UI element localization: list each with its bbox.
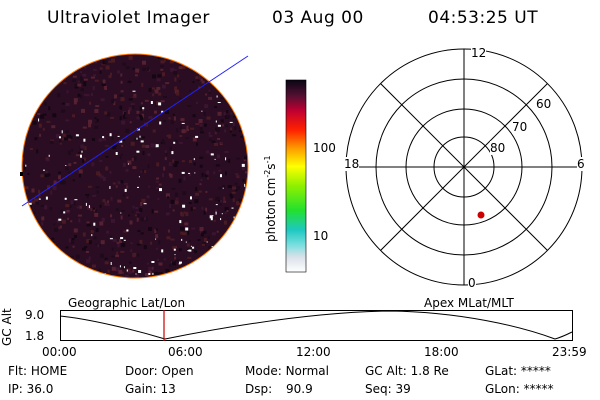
mlt-label-0: 0 <box>468 276 476 290</box>
info-gc-alt: GC Alt: 1.8 Re <box>365 364 449 378</box>
colorbar-tick-100: 100 <box>313 141 336 155</box>
info-glat: GLat: ***** <box>485 364 551 378</box>
time-label: 04:53:25 UT <box>428 8 539 28</box>
info-flt: Flt: HOME <box>8 364 68 378</box>
mlat-label-60: 60 <box>536 97 552 111</box>
apex-caption: Apex MLat/MLT <box>424 296 514 310</box>
time-tick-2359: 23:59 <box>552 345 587 359</box>
time-tick-0000: 00:00 <box>42 345 77 359</box>
info-mode: Mode: Normal <box>245 364 329 378</box>
mlat-label-80: 80 <box>490 141 506 155</box>
alt-tick-9: 9.0 <box>25 308 45 322</box>
info-ip: IP: 36.0 <box>8 382 54 396</box>
mlt-polar-plot <box>345 48 583 286</box>
mlt-label-12: 12 <box>471 46 487 60</box>
info-dsp: Dsp: 90.9 <box>245 382 313 396</box>
alt-tick-1-8: 1.8 <box>25 329 45 343</box>
satellite-footprint-marker <box>477 211 485 219</box>
geographic-caption: Geographic Lat/Lon <box>68 296 186 310</box>
app-title: Ultraviolet Imager <box>47 8 210 28</box>
color-scale-bar <box>285 79 307 273</box>
mlt-label-6: 6 <box>577 157 585 171</box>
dayglow-line <box>21 55 249 207</box>
info-door: Door: Open <box>125 364 194 378</box>
uv-image-disk <box>20 53 249 279</box>
time-tick-1800: 18:00 <box>424 345 459 359</box>
altitude-plot <box>59 310 573 341</box>
info-glon: GLon: ***** <box>485 382 554 396</box>
time-tick-0600: 06:00 <box>168 345 203 359</box>
gc-alt-axis-label: GC Alt <box>0 308 14 346</box>
time-tick-1200: 12:00 <box>296 345 331 359</box>
info-gain: Gain: 13 <box>125 382 176 396</box>
colorbar-unit-label: photon cm-2s-1 <box>263 155 278 242</box>
mlat-label-70: 70 <box>512 120 528 134</box>
limb-outline <box>21 53 249 279</box>
colorbar-tick-10: 10 <box>313 229 329 243</box>
info-seq: Seq: 39 <box>365 382 411 396</box>
date-label: 03 Aug 00 <box>272 8 364 28</box>
mlt-label-18: 18 <box>344 157 360 171</box>
